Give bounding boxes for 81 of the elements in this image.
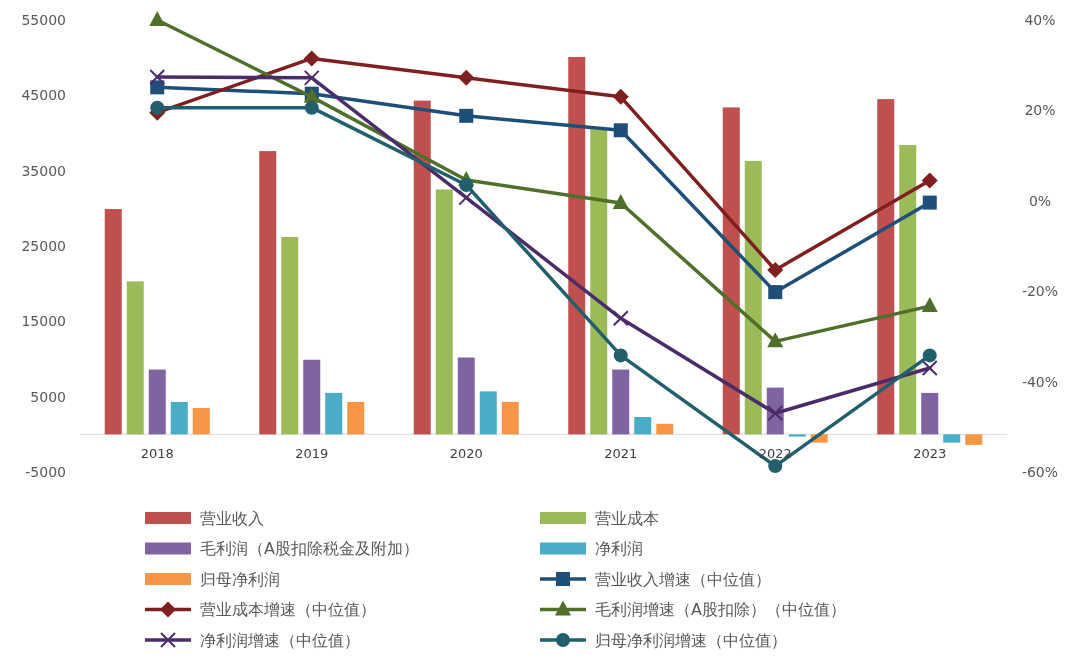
point (768, 285, 783, 300)
bar (435, 189, 453, 435)
bar (259, 151, 277, 435)
bar (192, 407, 210, 435)
point (150, 100, 165, 115)
bar (501, 401, 519, 435)
y2-tick-label: 20% (1024, 102, 1056, 119)
bar (568, 56, 586, 435)
x-tick-label: 2021 (604, 445, 638, 461)
bar (281, 236, 299, 435)
legend-label: 毛利润增速（A股扣除）（中位值） (595, 600, 846, 620)
y2-tick-label: -60% (1021, 463, 1059, 480)
legend-label: 净利润 (595, 539, 643, 559)
point (303, 50, 320, 67)
point (612, 194, 629, 210)
point (921, 360, 938, 377)
bar (303, 359, 321, 435)
y-tick-label: -5000 (25, 463, 66, 480)
legend-label: 营业成本 (595, 508, 659, 528)
y2-tick-label: 40% (1024, 11, 1056, 28)
y-tick-label: 55000 (21, 11, 66, 28)
point (613, 123, 628, 138)
bar (590, 129, 608, 435)
bar (104, 209, 122, 435)
x-tick-label: 2023 (913, 445, 947, 461)
point (922, 348, 937, 363)
bar (479, 391, 497, 435)
bar (413, 100, 431, 435)
bar (634, 417, 652, 435)
point (304, 100, 319, 115)
legend-label: 营业成本增速（中位值） (200, 600, 376, 620)
bar (148, 369, 166, 435)
point (922, 195, 937, 210)
bar (788, 434, 806, 437)
point (459, 177, 474, 192)
bar (457, 357, 475, 435)
bar (965, 434, 983, 445)
point (149, 68, 166, 85)
point (612, 310, 629, 327)
y2-tick-label: -40% (1021, 373, 1059, 390)
legend-label: 归母净利润增速（中位值） (595, 630, 787, 650)
bar (347, 401, 365, 435)
point (303, 69, 320, 86)
point (459, 108, 474, 123)
bar (170, 401, 188, 435)
bar (921, 392, 939, 435)
point (458, 69, 475, 86)
bar (744, 160, 762, 435)
bar (612, 369, 630, 435)
point (149, 11, 166, 26)
point (767, 261, 784, 278)
y2-tick-label: -20% (1021, 283, 1059, 300)
x-tick-label: 2019 (295, 445, 329, 461)
bar (899, 145, 917, 435)
y2-tick-label: 0% (1028, 192, 1052, 209)
bar (943, 434, 961, 443)
y-tick-label: 25000 (21, 237, 66, 254)
bar (722, 107, 740, 435)
y-tick-label: 35000 (21, 162, 66, 179)
y-tick-label: 5000 (30, 388, 66, 405)
legend-label: 营业收入 (200, 508, 264, 528)
point (768, 459, 783, 474)
point (921, 297, 938, 313)
x-tick-label: 2022 (758, 445, 792, 461)
legend-label: 营业收入增速（中位值） (595, 569, 771, 589)
point (612, 88, 629, 105)
bar (877, 99, 895, 435)
point (613, 348, 628, 363)
point (921, 172, 938, 189)
point (767, 332, 784, 348)
legend-label: 净利润增速（中位值） (200, 630, 360, 650)
legend-label: 毛利润（A股扣除税金及附加） (200, 539, 419, 559)
y-tick-label: 45000 (21, 87, 66, 104)
bar (126, 281, 144, 435)
bar (325, 392, 343, 435)
legend-label: 归母净利润 (200, 569, 280, 589)
x-tick-label: 2020 (449, 445, 483, 461)
point (458, 189, 475, 206)
bar (656, 423, 674, 435)
y-tick-label: 15000 (21, 313, 66, 330)
x-tick-label: 2018 (140, 445, 174, 461)
